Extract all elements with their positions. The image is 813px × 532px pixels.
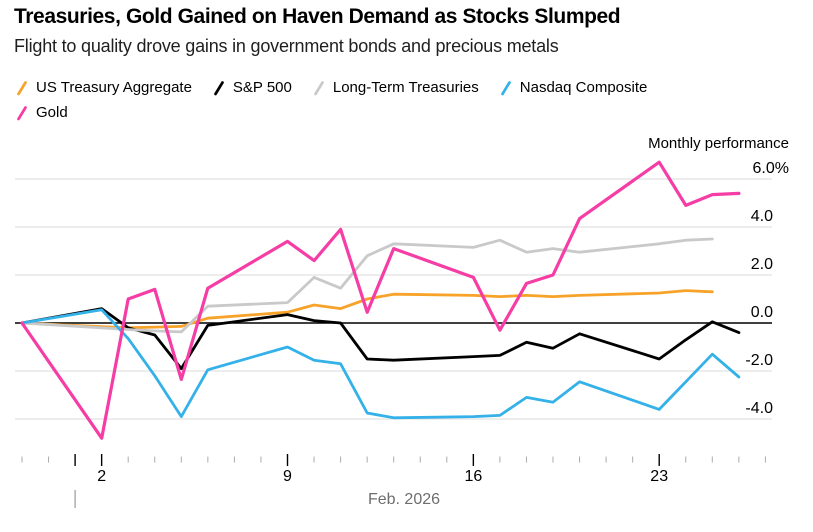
legend-label: Gold [36,104,68,121]
series-line-s-p-500 [20,307,741,371]
legend-slash-icon [214,80,224,95]
legend-item-s-p-500[interactable]: S&P 500 [213,79,292,96]
legend-label: S&P 500 [232,79,292,96]
legend-row: US Treasury Aggregate S&P 500 Long-Term Tr… [16,76,800,99]
y-axis-tick-label: -4.0 [745,400,773,417]
legend-label: Nasdaq Composite [519,79,648,96]
month-label: Feb. 2026 [368,491,440,508]
legend-label: US Treasury Aggregate [36,79,192,96]
legend-item-gold[interactable]: Gold [16,104,68,121]
y-axis-tick-label: 6.0% [753,160,789,177]
series-line-us-treasury-aggregate [20,289,714,330]
y-axis-title: Monthly performance [648,135,789,152]
y-axis-tick-label: -2.0 [745,352,773,369]
chart-subtitle: Flight to quality drove gains in governm… [14,36,559,56]
legend-slash-icon [314,80,324,95]
legend: US Treasury Aggregate S&P 500 Long-Term Tr… [16,76,800,126]
legend-item-us-treasury-aggregate[interactable]: US Treasury Aggregate [16,79,192,96]
x-axis-day-label: 23 [650,468,668,485]
series-line-nasdaq-composite [20,308,741,420]
y-axis-tick-label: 4.0 [751,208,773,225]
x-axis-day-label: 2 [97,468,106,485]
y-axis-tick-label: 0.0 [751,304,773,321]
legend-item-nasdaq-composite[interactable]: Nasdaq Composite [500,79,648,96]
x-axis-day-label: 16 [464,468,482,485]
legend-item-long-term-treasuries[interactable]: Long-Term Treasuries [313,79,479,96]
chart-title: Treasuries, Gold Gained on Haven Demand … [14,5,621,28]
legend-slash-icon [500,80,511,95]
legend-slash-icon [17,105,27,120]
legend-row: Gold [16,101,800,124]
legend-label: Long-Term Treasuries [332,79,479,96]
series-line-gold [20,160,741,440]
x-axis-day-label: 9 [283,468,292,485]
legend-slash-icon [17,80,27,95]
y-axis-tick-label: 2.0 [751,256,773,273]
series-line-long-term-treasuries [20,237,714,334]
